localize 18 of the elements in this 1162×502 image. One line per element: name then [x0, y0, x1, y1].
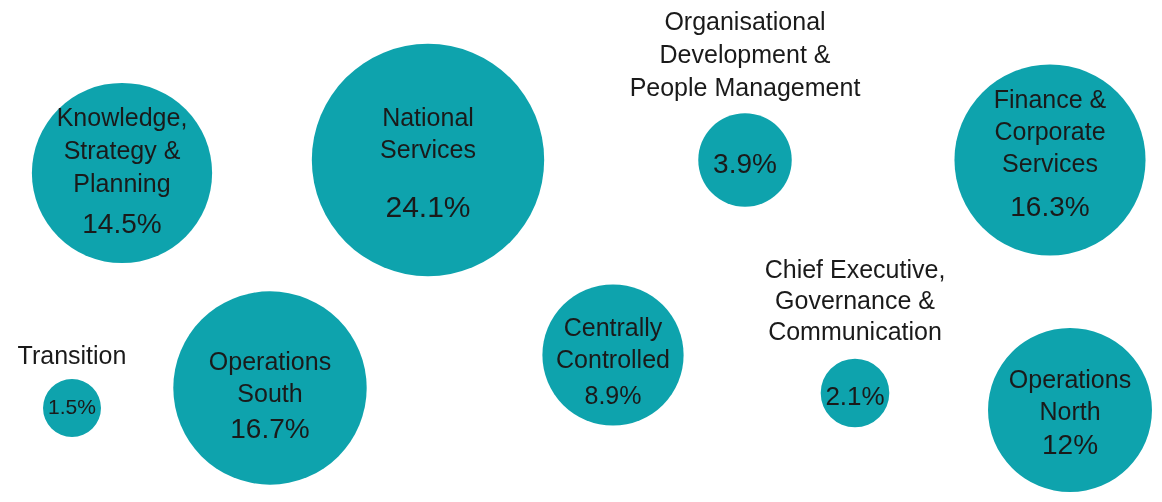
data-label: 14.5% [82, 208, 162, 239]
data-label: 16.7% [230, 413, 310, 444]
category-label: National Services [380, 103, 476, 163]
data-label: 16.3% [1010, 191, 1090, 222]
data-label: 24.1% [385, 190, 471, 223]
category-label: Centrally Controlled [556, 313, 670, 373]
data-label: 8.9% [584, 381, 642, 409]
data-label: 12% [1041, 429, 1099, 460]
category-label: Operations North [1008, 365, 1132, 425]
category-label: Operations South [208, 347, 332, 407]
category-label: Organisational Development & People Management [629, 7, 861, 101]
data-label: 2.1% [825, 381, 885, 411]
data-label: 3.9% [713, 148, 777, 179]
data-label: 1.5% [48, 395, 96, 418]
category-label: Knowledge, Strategy & Planning [56, 103, 188, 197]
category-label: Transition [17, 341, 127, 369]
category-label: Chief Executive, Governance & Communication [764, 255, 946, 345]
category-label: Finance & Corporate Services [993, 85, 1107, 177]
